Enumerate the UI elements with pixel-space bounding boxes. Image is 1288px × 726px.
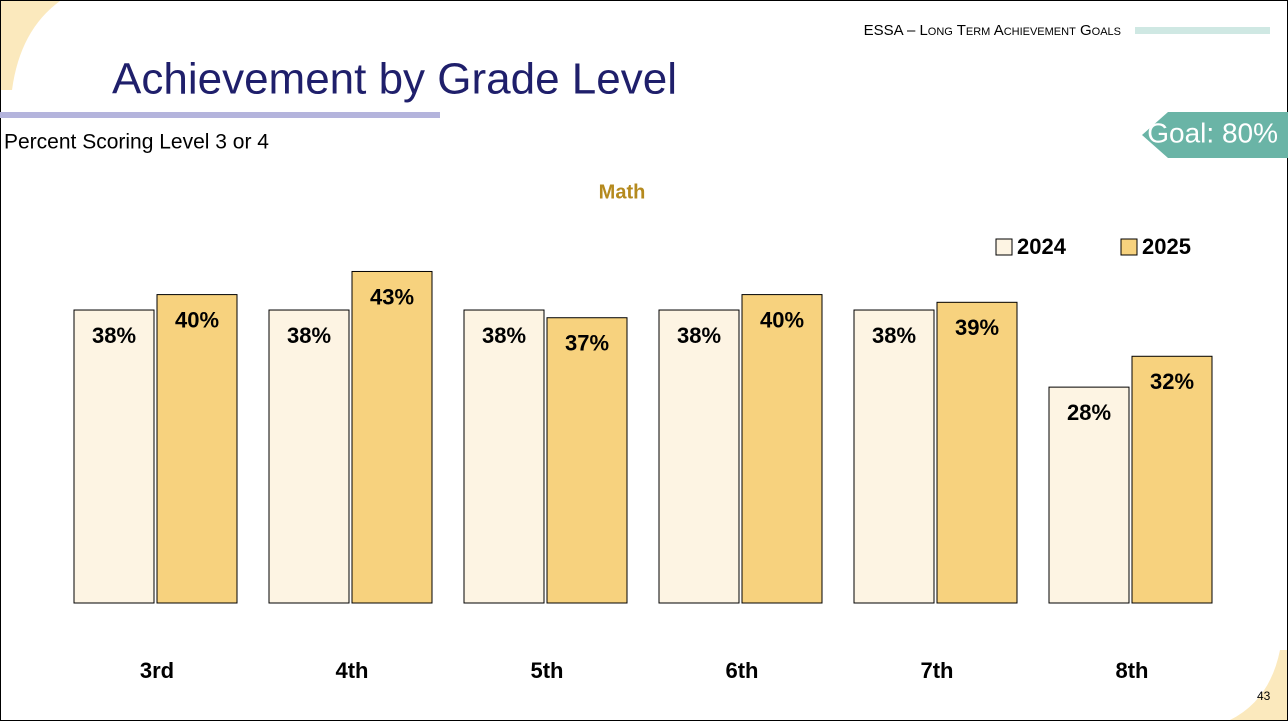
bar: [853, 309, 935, 604]
bar: [936, 301, 1018, 604]
x-tick-label: 5th: [531, 658, 564, 683]
slide-title: Achievement by Grade Level: [112, 55, 677, 104]
bar: [741, 294, 823, 604]
data-label: 43%: [370, 284, 414, 309]
bar: [546, 317, 628, 604]
corner-decoration: [1230, 650, 1287, 720]
legend-swatch: [995, 238, 1013, 256]
corner-decoration: [1, 1, 60, 90]
data-label: 40%: [760, 307, 804, 332]
bar: [1131, 355, 1213, 604]
section-header: ESSA – Long Term Achievement Goals: [864, 22, 1121, 39]
x-tick-label: 3rd: [140, 658, 174, 683]
legend-label: 2024: [1017, 234, 1067, 259]
goal-text: 2030 Goal: 80%: [1077, 117, 1278, 148]
bar: [156, 294, 238, 604]
header-bar: [1135, 27, 1270, 34]
chart-title: Math: [599, 181, 646, 203]
data-label: 38%: [872, 323, 916, 348]
bar: [351, 270, 433, 604]
goal-badge: [1142, 112, 1288, 158]
bar: [268, 309, 350, 604]
data-label: 28%: [1067, 400, 1111, 425]
x-tick-label: 4th: [336, 658, 369, 683]
data-label: 38%: [92, 323, 136, 348]
subtitle: Percent Scoring Level 3 or 4: [4, 131, 269, 154]
x-tick-label: 8th: [1116, 658, 1149, 683]
data-label: 38%: [482, 323, 526, 348]
legend-swatch: [1120, 238, 1138, 256]
data-label: 32%: [1150, 369, 1194, 394]
bar: [1048, 386, 1130, 604]
data-label: 38%: [287, 323, 331, 348]
data-label: 37%: [565, 331, 609, 356]
page-number: 43: [1257, 689, 1271, 703]
data-label: 38%: [677, 323, 721, 348]
title-underline: [0, 112, 440, 118]
data-label: 39%: [955, 315, 999, 340]
x-tick-label: 6th: [726, 658, 759, 683]
data-label: 40%: [175, 307, 219, 332]
x-tick-label: 7th: [921, 658, 954, 683]
legend-label: 2025: [1142, 234, 1191, 259]
bar: [73, 309, 155, 604]
bar: [658, 309, 740, 604]
bar: [463, 309, 545, 604]
